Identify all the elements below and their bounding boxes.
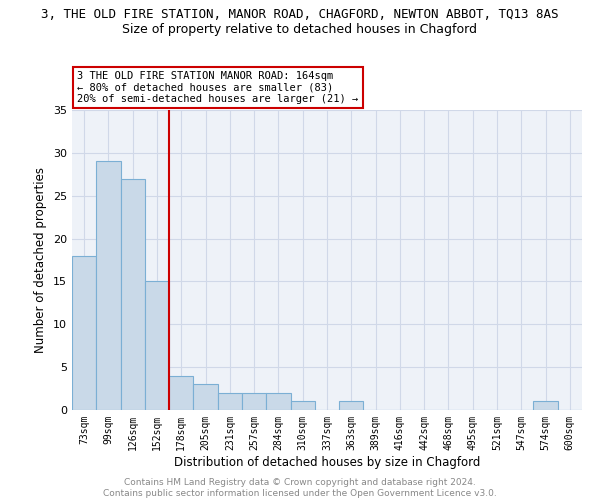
Bar [533, 402, 558, 410]
Bar [339, 402, 364, 410]
Bar [121, 178, 145, 410]
Bar [193, 384, 218, 410]
Bar [242, 393, 266, 410]
Text: Contains HM Land Registry data © Crown copyright and database right 2024.
Contai: Contains HM Land Registry data © Crown c… [103, 478, 497, 498]
Text: 3, THE OLD FIRE STATION, MANOR ROAD, CHAGFORD, NEWTON ABBOT, TQ13 8AS: 3, THE OLD FIRE STATION, MANOR ROAD, CHA… [41, 8, 559, 20]
Y-axis label: Number of detached properties: Number of detached properties [34, 167, 47, 353]
Bar [72, 256, 96, 410]
Bar [96, 162, 121, 410]
Bar [290, 402, 315, 410]
Bar [145, 282, 169, 410]
Text: 3 THE OLD FIRE STATION MANOR ROAD: 164sqm
← 80% of detached houses are smaller (: 3 THE OLD FIRE STATION MANOR ROAD: 164sq… [77, 71, 358, 104]
Text: Size of property relative to detached houses in Chagford: Size of property relative to detached ho… [122, 22, 478, 36]
Bar [218, 393, 242, 410]
X-axis label: Distribution of detached houses by size in Chagford: Distribution of detached houses by size … [174, 456, 480, 468]
Bar [169, 376, 193, 410]
Bar [266, 393, 290, 410]
